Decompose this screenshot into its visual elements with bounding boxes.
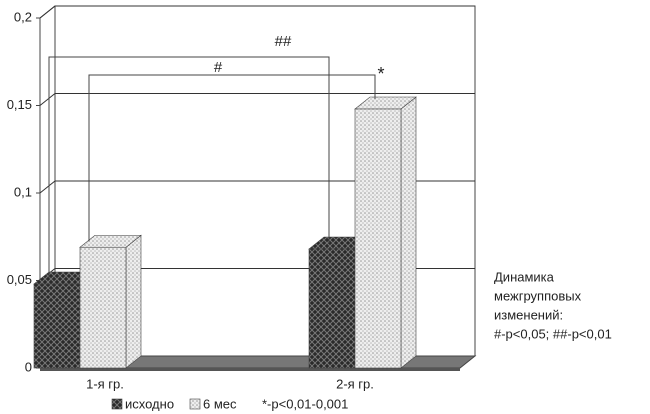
legend-label: исходно	[125, 396, 174, 411]
y-tick-label: 0,05	[7, 272, 32, 287]
floor-front	[40, 368, 460, 371]
bar	[354, 108, 402, 369]
bar-side	[125, 234, 142, 369]
note-line: изменений:	[494, 307, 563, 322]
note-line: межгрупповых	[494, 288, 582, 303]
annotation: #	[214, 59, 223, 76]
bar	[308, 248, 356, 369]
y-tick-label: 0	[25, 359, 32, 374]
note-line: Динамика	[494, 269, 555, 284]
bar-side	[400, 96, 417, 369]
y-tick-label: 0,1	[14, 184, 32, 199]
note-line: #-p<0,05; ##-p<0,01	[494, 326, 612, 341]
legend-note: *-p<0,01-0,001	[262, 396, 348, 411]
grid-line	[39, 180, 475, 194]
grid-line	[39, 93, 475, 106]
x-tick-label: 2-я гр.	[336, 376, 374, 391]
legend-swatch	[189, 398, 201, 410]
x-tick-label: 1-я гр.	[86, 376, 124, 391]
grid-line	[39, 5, 475, 19]
bar	[33, 283, 81, 369]
y-tick-label: 0,15	[7, 97, 32, 112]
bracket	[48, 56, 330, 278]
bracket	[88, 74, 376, 242]
legend-label: 6 мес	[203, 396, 237, 411]
annotation: *	[377, 64, 384, 84]
legend-swatch	[111, 398, 123, 410]
y-tick-label: 0,2	[14, 9, 32, 24]
annotation: ##	[275, 33, 292, 50]
bar	[79, 246, 127, 369]
